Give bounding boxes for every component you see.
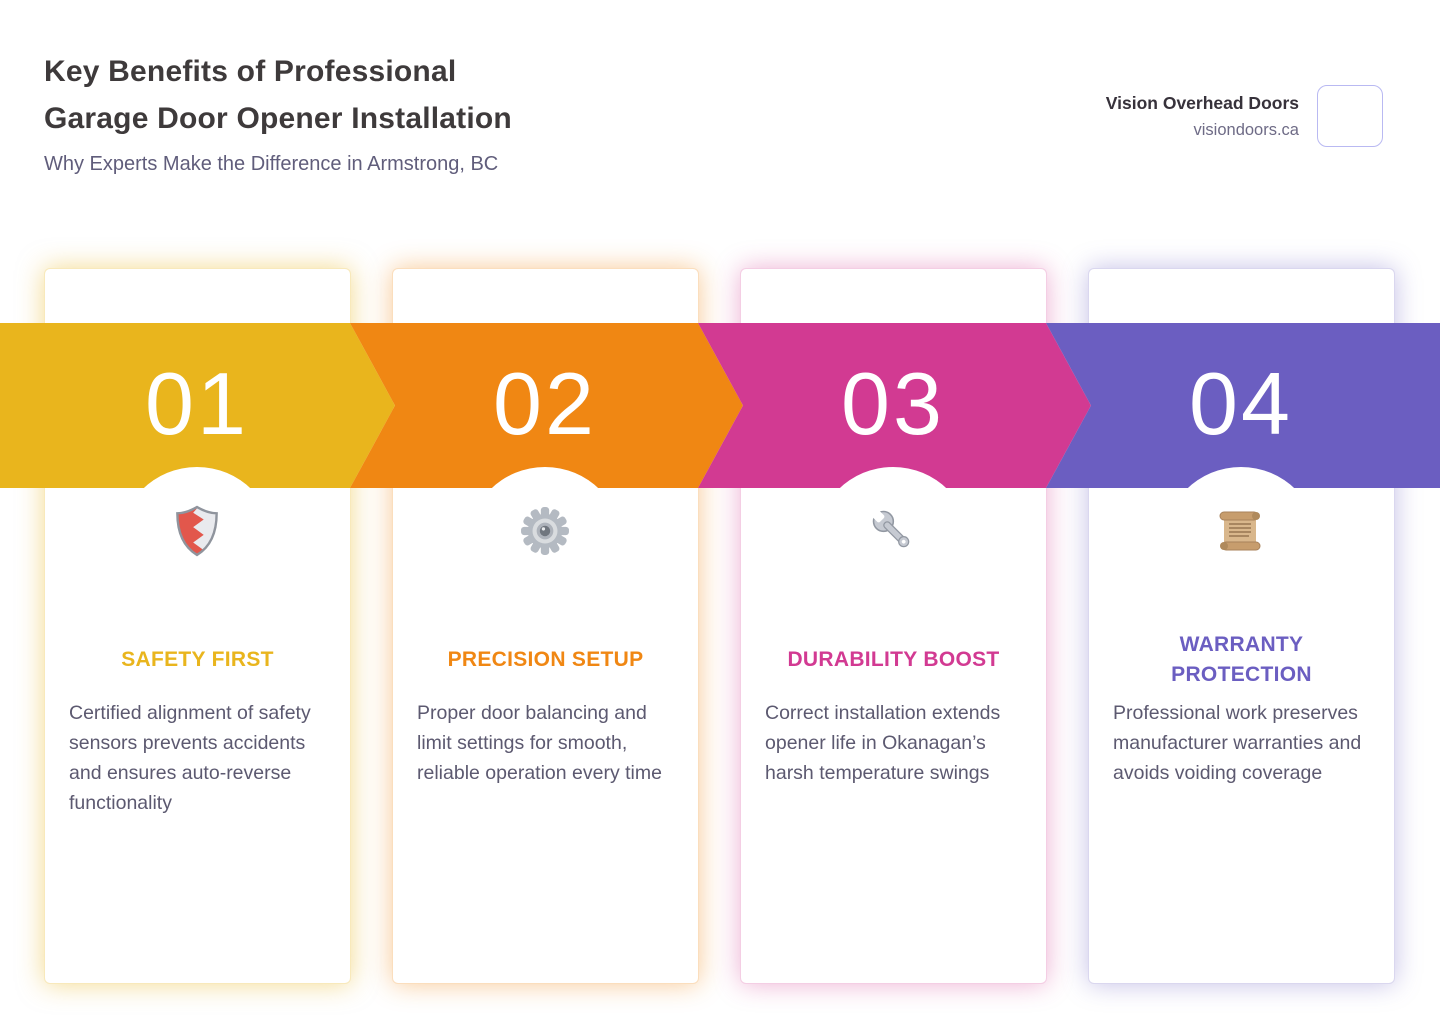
wrench-icon xyxy=(868,505,918,557)
company-block: Vision Overhead Doors visiondoors.ca xyxy=(1106,85,1383,147)
card-content: DURABILITY BOOST Correct installation ex… xyxy=(741,628,1046,788)
page-subtitle: Why Experts Make the Difference in Armst… xyxy=(44,153,499,175)
chevron-segment-4 xyxy=(1046,323,1440,488)
card-title: SAFETY FIRST xyxy=(121,648,274,671)
chevron-segment-3 xyxy=(698,323,1091,488)
company-name: Vision Overhead Doors xyxy=(1105,93,1299,113)
header: Key Benefits of Professional Garage Door… xyxy=(44,48,524,176)
step-number-3: 03 xyxy=(841,354,945,453)
company-website: visiondoors.ca xyxy=(1193,121,1299,139)
card-title: DURABILITY BOOST xyxy=(787,648,1000,671)
card-description: Certified alignment of safety sensors pr… xyxy=(69,702,311,814)
card-content: WARRANTY PROTECTION Professional work pr… xyxy=(1089,628,1394,788)
page-title: Key Benefits of Professional Garage Door… xyxy=(44,55,512,135)
chevron-segment-1 xyxy=(0,323,395,488)
card-title: PRECISION SETUP xyxy=(447,648,644,671)
card-description: Correct installation extends opener life… xyxy=(765,702,1001,784)
shield-icon xyxy=(172,505,222,557)
card-description: Proper door balancing and limit settings… xyxy=(417,702,662,784)
logo-placeholder xyxy=(1317,85,1383,147)
scroll-icon xyxy=(1215,505,1265,557)
card-description: Professional work preserves manufacturer… xyxy=(1113,702,1362,784)
company-text: Vision Overhead Doors visiondoors.ca xyxy=(1106,85,1299,140)
step-number-1: 01 xyxy=(145,354,249,453)
chevron-segment-2 xyxy=(350,323,743,488)
step-banner xyxy=(0,323,1440,488)
step-number-2: 02 xyxy=(493,354,597,453)
icon-notch xyxy=(815,467,971,623)
card-content: PRECISION SETUP Proper door balancing an… xyxy=(393,628,698,788)
gear-icon xyxy=(520,505,570,557)
card-content: SAFETY FIRST Certified alignment of safe… xyxy=(45,628,350,818)
step-number-4: 04 xyxy=(1189,354,1293,453)
card-title: WARRANTY PROTECTION xyxy=(1171,633,1312,686)
